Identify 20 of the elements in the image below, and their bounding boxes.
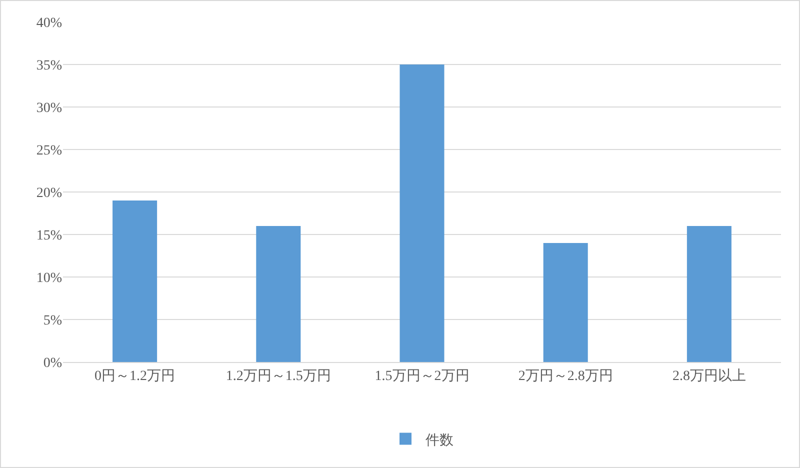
y-tick-label: 15% [36, 228, 62, 244]
y-tick-label: 20% [36, 186, 62, 201]
bar [400, 64, 444, 362]
x-tick-label: 2.8万円以上 [672, 368, 746, 384]
y-tick-label: 35% [36, 58, 62, 74]
x-tick-label: 1.5万円～2万円 [374, 368, 470, 384]
y-tick-label: 5% [43, 313, 62, 328]
y-tick-label: 10% [36, 270, 62, 286]
y-tick-label: 40% [36, 16, 62, 31]
bar [112, 200, 158, 362]
y-tick-label: 30% [36, 100, 62, 116]
y-tick-label: 0% [43, 356, 62, 371]
x-tick-label: 2万円～2.8万円 [518, 368, 613, 384]
bar [686, 226, 732, 362]
x-tick-label: 1.2万円～1.5万円 [226, 368, 331, 384]
legend-label: 件数 [426, 432, 454, 448]
bar [256, 226, 301, 362]
x-tick-label: 0円～1.2万円 [94, 368, 176, 384]
bar [543, 243, 588, 362]
y-tick-label: 25% [36, 143, 62, 158]
